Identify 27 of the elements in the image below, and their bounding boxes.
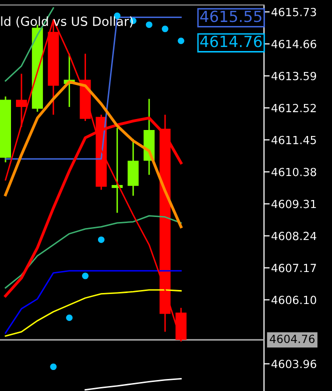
y-tick-label: 4610.38 — [271, 168, 316, 176]
y-tick-label: 4603.96 — [271, 360, 316, 368]
y-tick-label: 4611.45 — [271, 136, 316, 144]
y-tick-label: 4606.10 — [271, 296, 316, 304]
y-tick-label: 4608.24 — [271, 232, 316, 240]
y-tick-label: 4615.73 — [271, 8, 316, 16]
line-series — [4, 289, 182, 337]
candlestick — [16, 73, 27, 128]
y-tick-label: 4607.17 — [271, 264, 316, 272]
y-tick-label: 4614.66 — [271, 40, 316, 48]
point — [178, 38, 184, 44]
line-series — [84, 378, 182, 390]
ref-line-label: 4604.76 — [270, 334, 315, 344]
line-series — [4, 270, 182, 334]
text: 4615.55 — [200, 10, 262, 22]
point — [146, 21, 152, 28]
point — [82, 272, 89, 280]
y-tick-label: 4612.52 — [271, 104, 316, 112]
point — [98, 236, 104, 243]
line-series — [4, 215, 182, 289]
point — [162, 26, 168, 32]
point — [66, 314, 73, 322]
text: 4614.76 — [200, 36, 262, 48]
line-series — [4, 80, 182, 228]
point — [50, 364, 57, 370]
y-tick-label: 4613.59 — [271, 72, 316, 80]
y-tick-label: 4609.31 — [271, 200, 316, 208]
